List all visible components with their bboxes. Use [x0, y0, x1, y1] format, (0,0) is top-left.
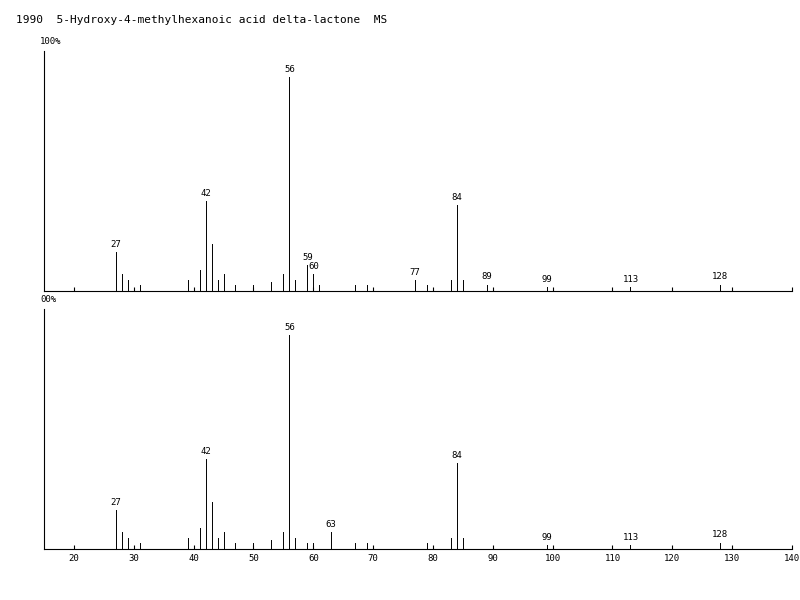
Text: 100%: 100% [40, 37, 62, 46]
Text: 42: 42 [200, 189, 211, 198]
Text: 89: 89 [482, 272, 492, 281]
Text: 128: 128 [712, 530, 728, 539]
Text: 56: 56 [284, 64, 294, 73]
Text: 113: 113 [622, 533, 638, 541]
Text: 84: 84 [451, 451, 462, 460]
Text: 27: 27 [110, 240, 121, 249]
Text: 113: 113 [622, 275, 638, 283]
Text: 42: 42 [200, 447, 211, 456]
Text: 77: 77 [410, 268, 420, 277]
Text: 56: 56 [284, 323, 294, 331]
Text: 00%: 00% [40, 295, 56, 304]
Text: 99: 99 [542, 275, 552, 283]
Text: 84: 84 [451, 193, 462, 202]
Text: 59: 59 [302, 253, 313, 262]
Text: 27: 27 [110, 498, 121, 507]
Text: 99: 99 [542, 533, 552, 541]
Text: 128: 128 [712, 272, 728, 281]
Text: 1990  5-Hydroxy-4-methylhexanoic acid delta-lactone  MS: 1990 5-Hydroxy-4-methylhexanoic acid del… [16, 15, 387, 25]
Text: 60: 60 [308, 262, 318, 271]
Text: 63: 63 [326, 520, 337, 529]
